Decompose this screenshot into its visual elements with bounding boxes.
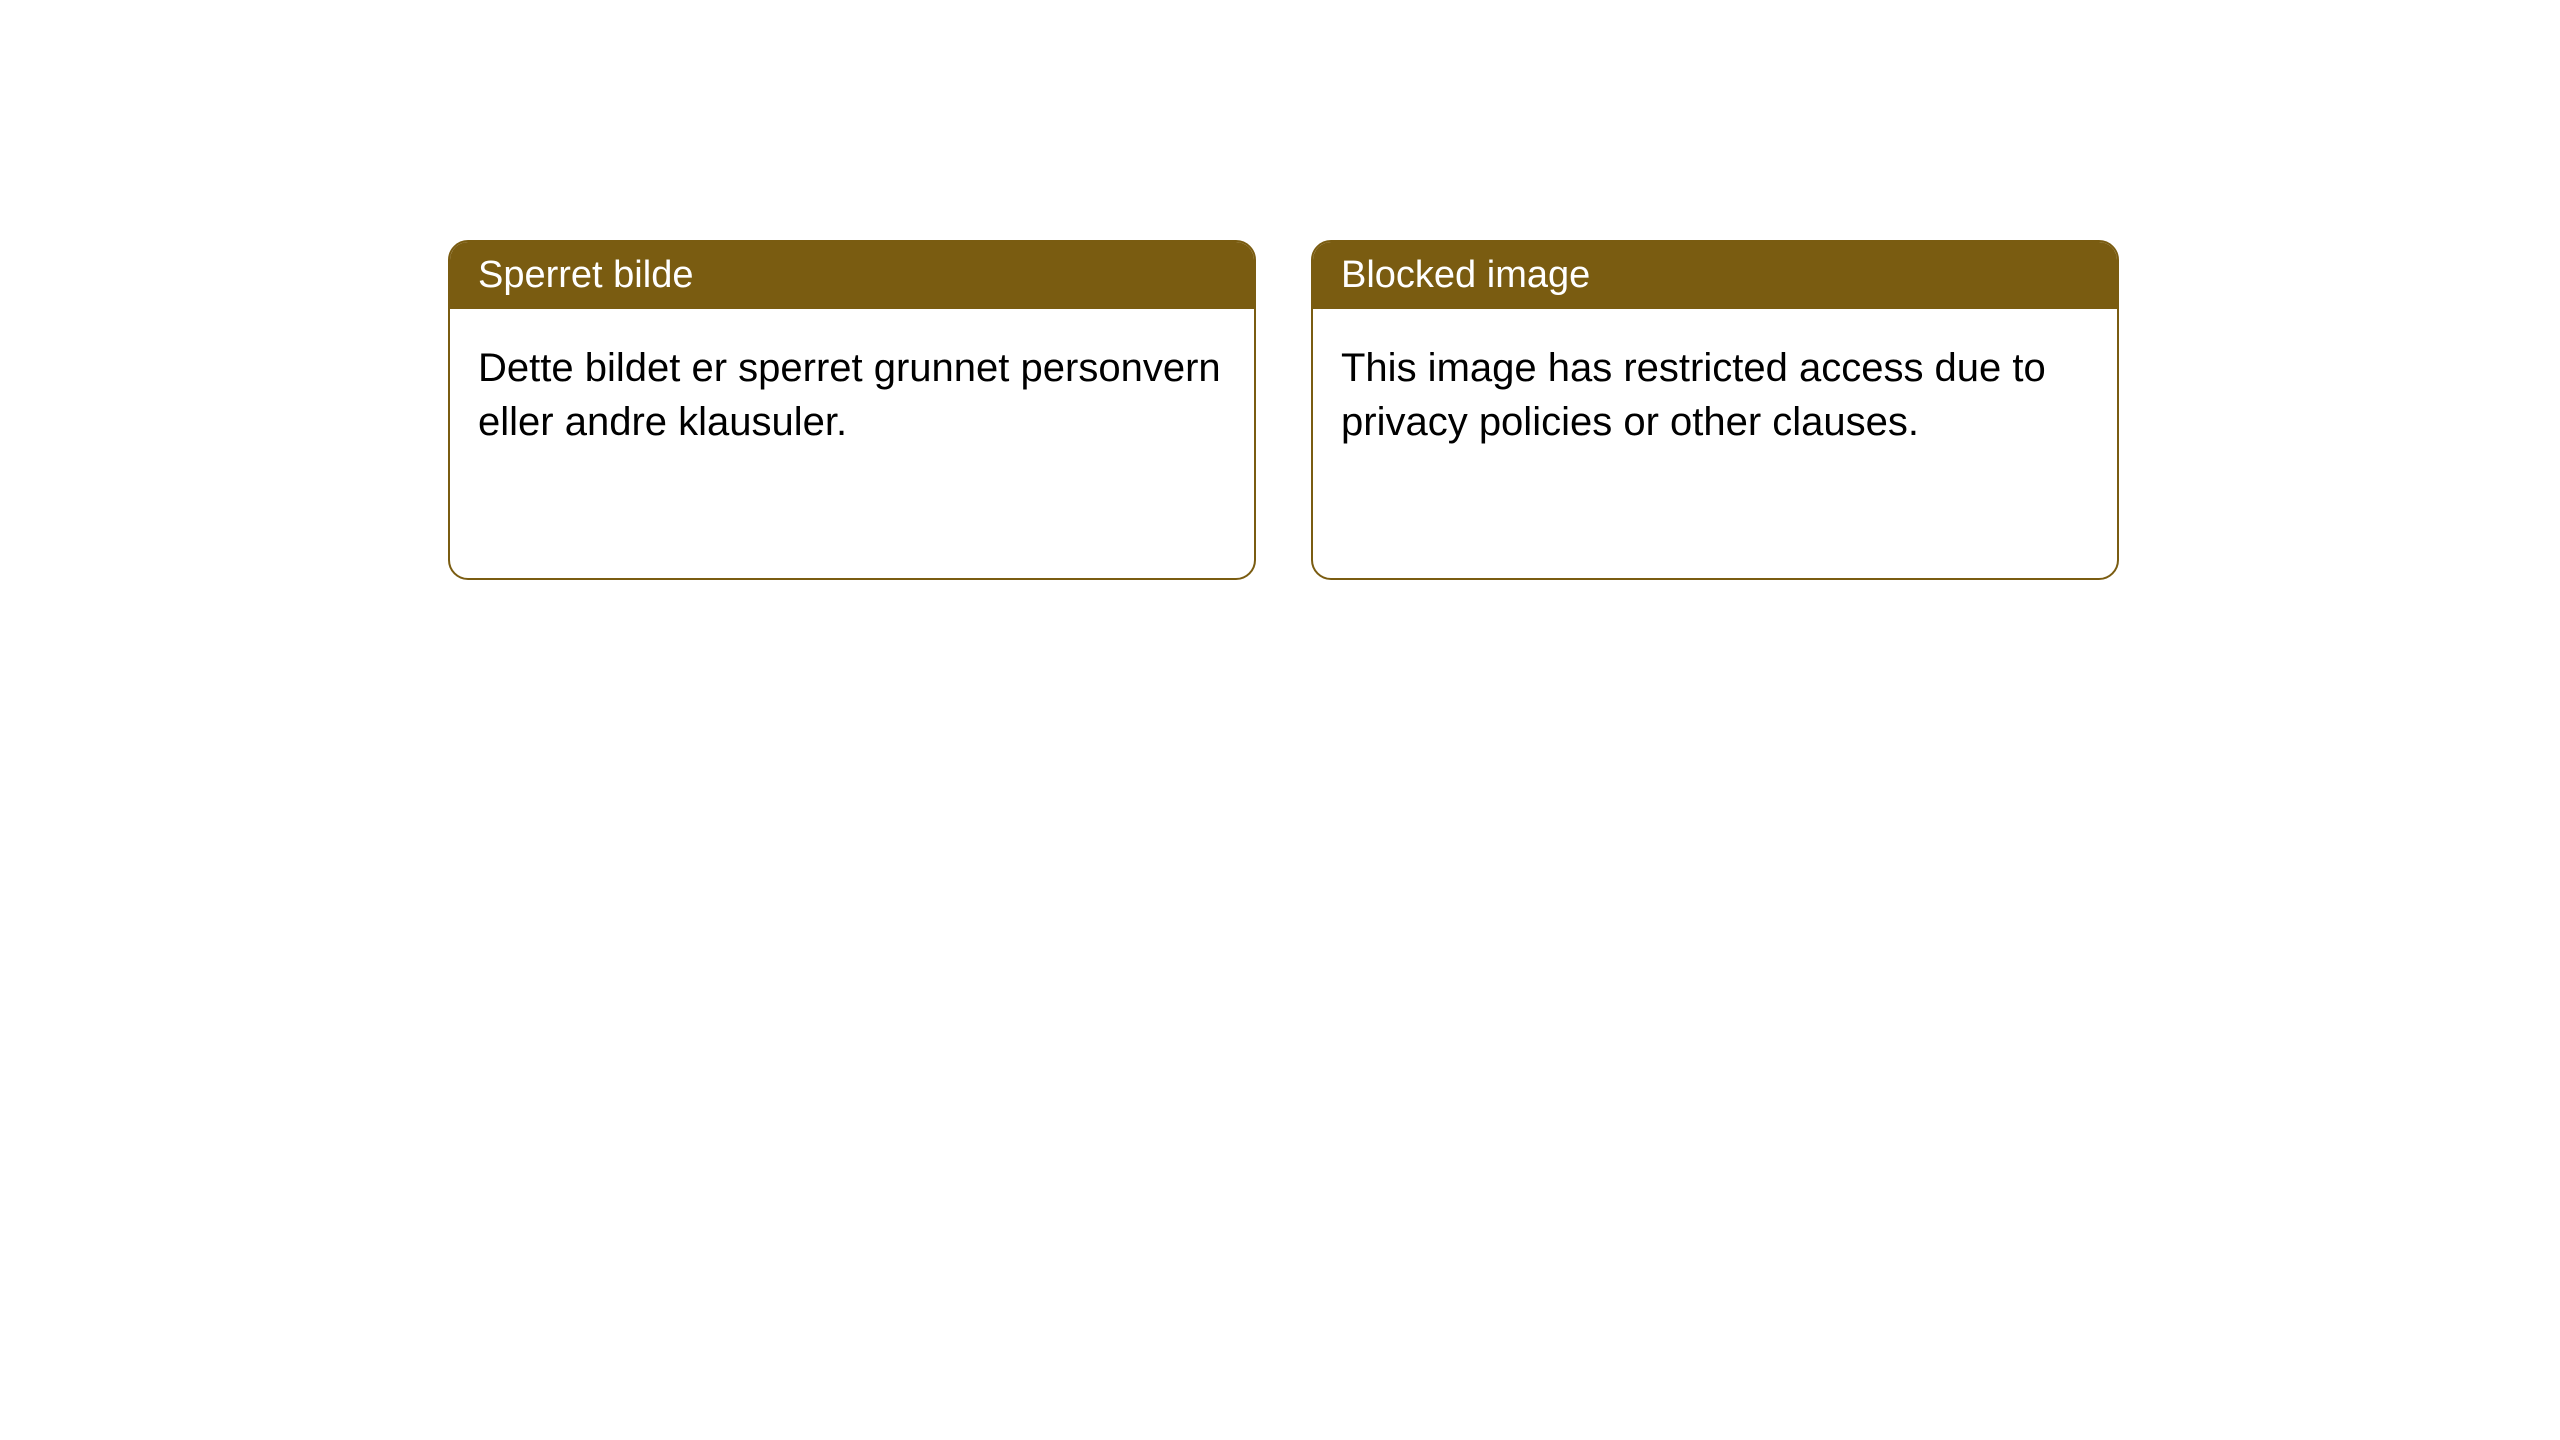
card-body-text: This image has restricted access due to … [1341,346,2046,444]
card-title: Blocked image [1341,254,1590,296]
card-header: Sperret bilde [450,242,1254,309]
notice-cards-container: Sperret bilde Dette bildet er sperret gr… [448,240,2119,580]
card-body-text: Dette bildet er sperret grunnet personve… [478,346,1221,444]
card-body: This image has restricted access due to … [1313,309,2117,481]
card-header: Blocked image [1313,242,2117,309]
notice-card-norwegian: Sperret bilde Dette bildet er sperret gr… [448,240,1256,580]
card-title: Sperret bilde [478,254,693,296]
notice-card-english: Blocked image This image has restricted … [1311,240,2119,580]
card-body: Dette bildet er sperret grunnet personve… [450,309,1254,481]
